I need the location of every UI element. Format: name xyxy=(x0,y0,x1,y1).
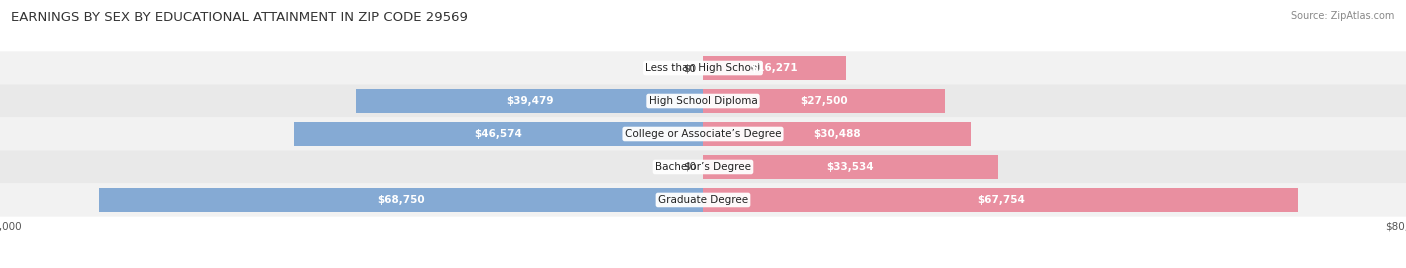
Text: $16,271: $16,271 xyxy=(751,63,799,73)
Bar xyxy=(98,188,703,212)
Bar xyxy=(703,122,972,146)
Text: $30,488: $30,488 xyxy=(813,129,860,139)
Text: $67,754: $67,754 xyxy=(977,195,1025,205)
FancyBboxPatch shape xyxy=(0,84,1406,118)
Text: $46,574: $46,574 xyxy=(474,129,522,139)
Text: $0: $0 xyxy=(683,63,696,73)
Bar xyxy=(294,122,703,146)
Text: Source: ZipAtlas.com: Source: ZipAtlas.com xyxy=(1291,11,1395,21)
Text: Less than High School: Less than High School xyxy=(645,63,761,73)
Text: $33,534: $33,534 xyxy=(827,162,875,172)
Text: $39,479: $39,479 xyxy=(506,96,554,106)
Text: $0: $0 xyxy=(683,162,696,172)
Bar xyxy=(703,56,846,80)
Bar xyxy=(703,155,998,179)
Bar xyxy=(356,89,703,113)
FancyBboxPatch shape xyxy=(0,183,1406,217)
Text: $68,750: $68,750 xyxy=(377,195,425,205)
Text: High School Diploma: High School Diploma xyxy=(648,96,758,106)
FancyBboxPatch shape xyxy=(0,150,1406,184)
Text: College or Associate’s Degree: College or Associate’s Degree xyxy=(624,129,782,139)
Bar xyxy=(703,89,945,113)
Text: Bachelor’s Degree: Bachelor’s Degree xyxy=(655,162,751,172)
Text: Graduate Degree: Graduate Degree xyxy=(658,195,748,205)
Bar xyxy=(703,188,1298,212)
FancyBboxPatch shape xyxy=(0,117,1406,151)
Text: EARNINGS BY SEX BY EDUCATIONAL ATTAINMENT IN ZIP CODE 29569: EARNINGS BY SEX BY EDUCATIONAL ATTAINMEN… xyxy=(11,11,468,24)
FancyBboxPatch shape xyxy=(0,51,1406,85)
Text: $27,500: $27,500 xyxy=(800,96,848,106)
